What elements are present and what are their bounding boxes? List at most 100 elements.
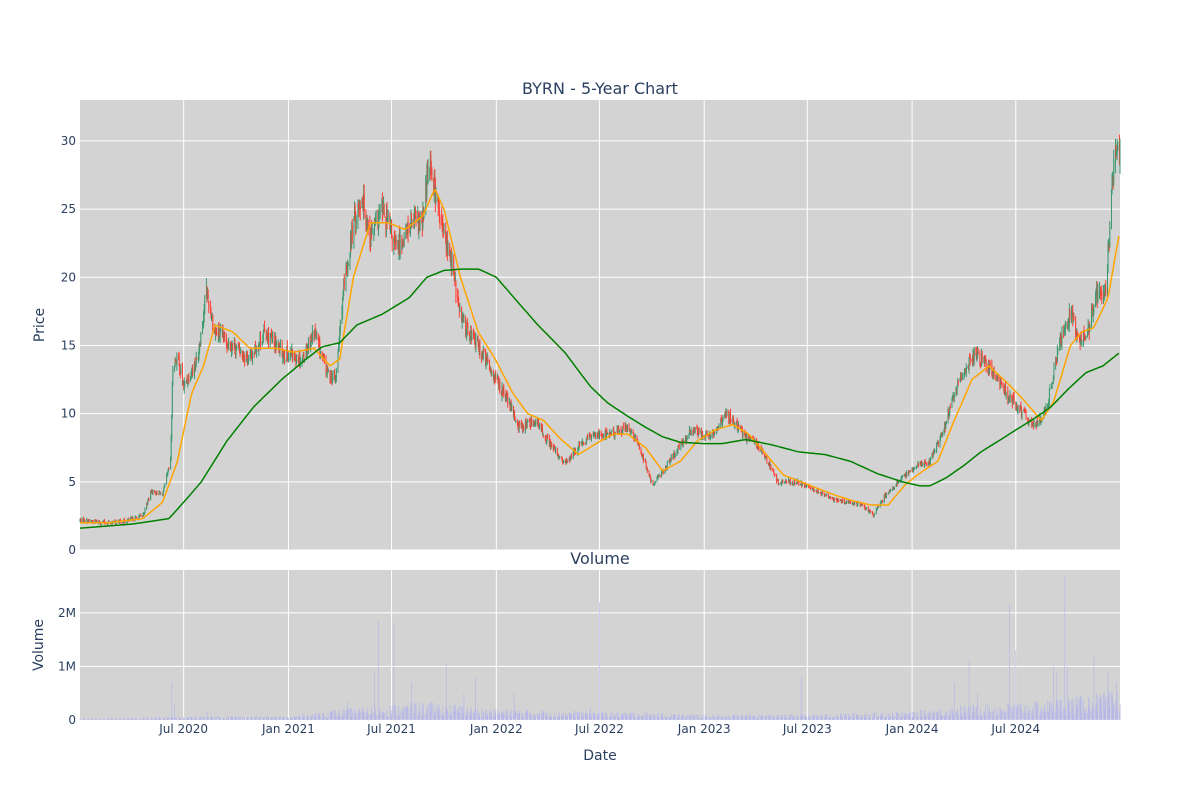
candle-body xyxy=(670,456,672,460)
volume-bar xyxy=(924,716,926,720)
candle-body xyxy=(387,218,389,219)
volume-bar xyxy=(681,715,682,720)
volume-bar xyxy=(893,717,894,720)
volume-bar xyxy=(429,703,431,720)
volume-bar xyxy=(1096,712,1098,720)
volume-bar xyxy=(402,713,403,720)
volume-bar xyxy=(961,713,963,720)
volume-bar xyxy=(347,701,349,720)
volume-bar xyxy=(518,713,520,720)
volume-bar xyxy=(268,718,269,720)
volume-bar xyxy=(262,718,264,720)
volume-bar xyxy=(451,711,453,720)
volume-bar xyxy=(211,717,213,720)
volume-bar xyxy=(923,710,925,720)
volume-bar xyxy=(936,712,938,720)
candle-body xyxy=(1101,291,1103,301)
volume-bar xyxy=(1071,700,1073,720)
volume-bar xyxy=(594,715,595,720)
ma-short-line xyxy=(80,188,1120,524)
candle-body xyxy=(1095,295,1097,299)
volume-bar xyxy=(750,717,752,720)
volume-bar xyxy=(534,714,535,720)
volume-bar xyxy=(158,718,160,720)
volume-bar xyxy=(927,716,929,720)
candle-body xyxy=(383,204,385,217)
candle-body xyxy=(542,426,543,435)
candle-body xyxy=(273,335,275,342)
volume-bar xyxy=(879,716,881,720)
volume-bar xyxy=(534,715,536,720)
volume-bar xyxy=(144,719,146,720)
candle-body xyxy=(556,448,558,456)
candle-body xyxy=(84,518,86,522)
volume-bar xyxy=(84,718,86,720)
volume-bar xyxy=(737,717,739,720)
volume-bar xyxy=(383,711,384,720)
volume-bar xyxy=(873,712,875,720)
volume-bar xyxy=(957,713,959,720)
candle-body xyxy=(613,429,615,434)
candle-body xyxy=(939,439,941,445)
volume-bar xyxy=(594,713,596,720)
volume-bar xyxy=(993,711,994,720)
candle-body xyxy=(770,464,772,469)
volume-bar xyxy=(1100,707,1102,720)
volume-bar xyxy=(118,718,120,720)
volume-bar xyxy=(87,718,89,720)
volume-bar xyxy=(698,718,699,720)
volume-bar xyxy=(171,716,173,720)
volume-bar xyxy=(321,714,323,720)
volume-bar xyxy=(143,717,145,720)
volume-bar xyxy=(776,716,778,720)
volume-bar xyxy=(227,718,228,720)
volume-bar xyxy=(947,716,949,720)
volume-bar xyxy=(1024,707,1025,720)
volume-bar xyxy=(164,718,165,720)
price-y-tick-label: 30 xyxy=(61,134,76,148)
volume-bar xyxy=(414,713,416,720)
volume-bar xyxy=(505,713,506,720)
volume-bar xyxy=(337,712,339,720)
price-y-tick-label: 5 xyxy=(68,475,76,489)
candle-body xyxy=(718,424,720,427)
volume-bar xyxy=(152,718,153,720)
volume-bar xyxy=(422,714,424,720)
candle-body xyxy=(968,357,970,370)
volume-bar xyxy=(270,717,272,720)
volume-bar xyxy=(526,710,528,720)
candle-body xyxy=(1057,347,1058,363)
volume-bar xyxy=(1047,711,1049,720)
candle-body xyxy=(292,349,293,360)
volume-bar xyxy=(742,714,743,720)
volume-bar xyxy=(493,715,495,720)
volume-bar xyxy=(984,711,985,720)
candle-body xyxy=(1013,395,1015,403)
volume-bar xyxy=(996,707,998,720)
volume-bar xyxy=(1032,708,1033,720)
volume-bar xyxy=(395,706,396,720)
volume-bar xyxy=(589,710,591,720)
volume-bar xyxy=(1077,698,1079,720)
volume-bar xyxy=(921,716,923,720)
volume-bar xyxy=(414,703,415,720)
volume-bar xyxy=(385,716,387,720)
candle-body xyxy=(631,430,632,433)
candle-body xyxy=(226,338,227,344)
volume-bar xyxy=(1017,705,1019,720)
volume-bar xyxy=(948,711,950,720)
volume-bar xyxy=(160,718,162,720)
volume-bar xyxy=(669,716,670,720)
candle-body xyxy=(519,422,521,425)
volume-bar xyxy=(593,712,595,720)
candle-body xyxy=(96,520,98,523)
volume-bar xyxy=(722,718,724,720)
volume-bar xyxy=(362,709,363,720)
candle-body xyxy=(1012,396,1014,405)
volume-bar xyxy=(123,718,125,720)
volume-bar xyxy=(277,719,279,720)
volume-bar xyxy=(572,713,574,720)
volume-bar xyxy=(235,716,237,720)
candle-body xyxy=(878,507,880,509)
volume-bar xyxy=(82,718,84,720)
